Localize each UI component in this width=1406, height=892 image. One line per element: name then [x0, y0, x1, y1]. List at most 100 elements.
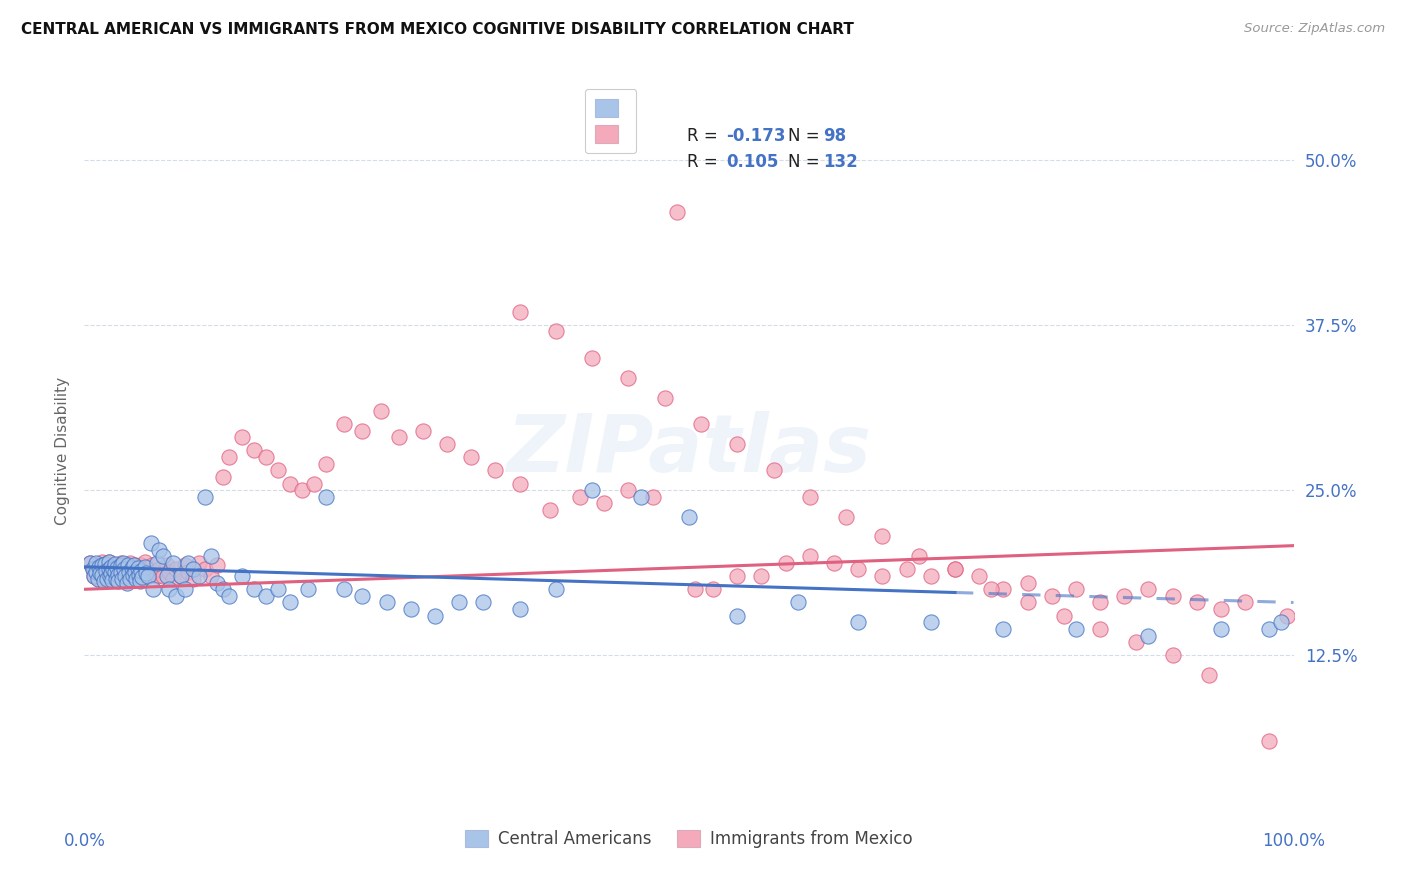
- Point: [110, 565, 132, 579]
- Point: [101, 573, 124, 587]
- Point: [775, 556, 797, 570]
- Point: [352, 424, 374, 438]
- Point: [896, 562, 918, 576]
- Point: [200, 549, 222, 564]
- Point: [993, 582, 1015, 597]
- Point: [104, 573, 127, 587]
- Point: [449, 595, 471, 609]
- Point: [129, 569, 152, 583]
- Point: [1137, 582, 1160, 597]
- Point: [111, 572, 134, 586]
- Point: [1114, 589, 1136, 603]
- Point: [181, 562, 204, 576]
- Point: [104, 558, 127, 573]
- Point: [641, 490, 664, 504]
- Point: [315, 490, 337, 504]
- Text: R =: R =: [688, 128, 723, 145]
- Point: [165, 589, 187, 603]
- Point: [1125, 635, 1147, 649]
- Point: [82, 562, 104, 576]
- Point: [86, 558, 108, 573]
- Text: Source: ZipAtlas.com: Source: ZipAtlas.com: [1244, 22, 1385, 36]
- Point: [107, 567, 129, 582]
- Point: [152, 569, 174, 583]
- Point: [725, 569, 748, 583]
- Point: [82, 562, 104, 576]
- Point: [678, 509, 700, 524]
- Point: [107, 574, 129, 589]
- Point: [194, 562, 217, 576]
- Point: [136, 561, 159, 575]
- Point: [118, 567, 141, 582]
- Point: [104, 565, 127, 579]
- Point: [194, 490, 217, 504]
- Point: [120, 556, 142, 570]
- Point: [125, 565, 148, 579]
- Point: [484, 463, 506, 477]
- Point: [89, 566, 111, 581]
- Point: [79, 556, 101, 570]
- Point: [1064, 622, 1087, 636]
- Point: [218, 450, 240, 464]
- Text: N =: N =: [789, 153, 825, 171]
- Point: [107, 561, 129, 575]
- Point: [89, 559, 111, 574]
- Point: [86, 572, 108, 586]
- Point: [1017, 575, 1039, 590]
- Point: [139, 536, 162, 550]
- Point: [91, 562, 114, 576]
- Point: [388, 430, 411, 444]
- Text: R =: R =: [688, 153, 723, 171]
- Text: -0.173: -0.173: [727, 128, 786, 145]
- Point: [124, 558, 146, 573]
- Point: [138, 567, 160, 582]
- Point: [967, 569, 990, 583]
- Point: [134, 559, 156, 574]
- Point: [104, 557, 127, 571]
- Point: [1277, 608, 1299, 623]
- Point: [152, 549, 174, 564]
- Point: [278, 476, 301, 491]
- Point: [86, 556, 108, 570]
- Point: [98, 569, 121, 583]
- Point: [665, 205, 688, 219]
- Point: [129, 574, 152, 589]
- Point: [173, 582, 195, 597]
- Point: [786, 595, 808, 609]
- Point: [155, 558, 177, 573]
- Point: [104, 572, 127, 586]
- Point: [212, 582, 235, 597]
- Point: [412, 424, 434, 438]
- Point: [146, 556, 169, 570]
- Point: [112, 558, 135, 573]
- Point: [91, 555, 114, 569]
- Point: [1258, 622, 1281, 636]
- Point: [1088, 595, 1111, 609]
- Point: [725, 608, 748, 623]
- Point: [146, 569, 169, 583]
- Point: [799, 490, 821, 504]
- Point: [690, 417, 713, 431]
- Point: [1270, 615, 1292, 630]
- Point: [124, 565, 146, 579]
- Point: [105, 561, 128, 575]
- Point: [91, 558, 114, 573]
- Point: [242, 582, 264, 597]
- Point: [157, 565, 180, 579]
- Point: [472, 595, 495, 609]
- Point: [302, 476, 325, 491]
- Point: [823, 556, 845, 570]
- Point: [980, 582, 1002, 597]
- Point: [148, 542, 170, 557]
- Point: [654, 391, 676, 405]
- Point: [181, 572, 204, 586]
- Point: [993, 622, 1015, 636]
- Point: [920, 615, 942, 630]
- Point: [907, 549, 929, 564]
- Point: [872, 569, 894, 583]
- Point: [121, 561, 143, 575]
- Point: [112, 569, 135, 583]
- Point: [98, 561, 121, 575]
- Point: [581, 483, 603, 497]
- Point: [91, 567, 114, 582]
